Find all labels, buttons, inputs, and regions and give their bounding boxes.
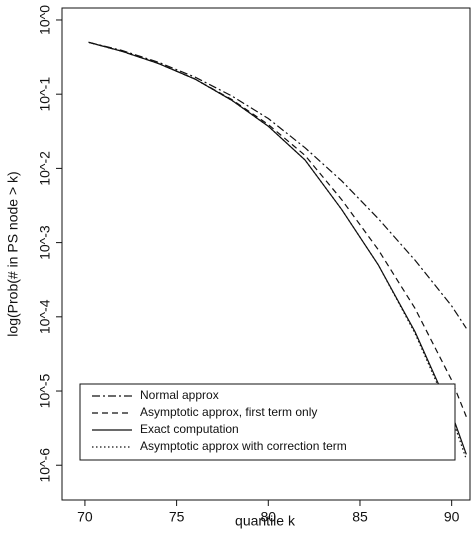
y-tick-label: 10^0 (37, 5, 53, 35)
legend-label: Asymptotic approx with correction term (140, 439, 347, 453)
x-tick-label: 75 (169, 509, 185, 525)
x-tick-label: 70 (77, 509, 93, 525)
y-axis-title: log(Prob(# in PS node > k) (5, 171, 21, 336)
x-tick-label: 80 (261, 509, 277, 525)
y-tick-label: 10^-4 (37, 299, 53, 334)
y-tick-label: 10^-5 (37, 374, 53, 409)
legend: Normal approx Asymptotic approx, first te… (79, 383, 456, 461)
x-axis-title: quantile k (235, 513, 296, 529)
legend-label: Normal approx (140, 388, 219, 402)
y-tick-label: 10^-1 (37, 77, 53, 112)
y-tick-label: 10^-3 (37, 225, 53, 260)
series-line (88, 41, 467, 329)
x-tick-label: 90 (444, 509, 460, 525)
series-line (88, 41, 467, 417)
legend-label: Exact computation (140, 422, 239, 436)
y-tick-label: 10^-6 (37, 448, 53, 483)
legend-box (79, 383, 456, 461)
y-tick-label: 10^-2 (37, 151, 53, 186)
legend-label: Asymptotic approx, first term only (140, 405, 317, 419)
plot-frame (61, 7, 471, 501)
x-tick-label: 85 (352, 509, 368, 525)
series-line (88, 41, 467, 460)
